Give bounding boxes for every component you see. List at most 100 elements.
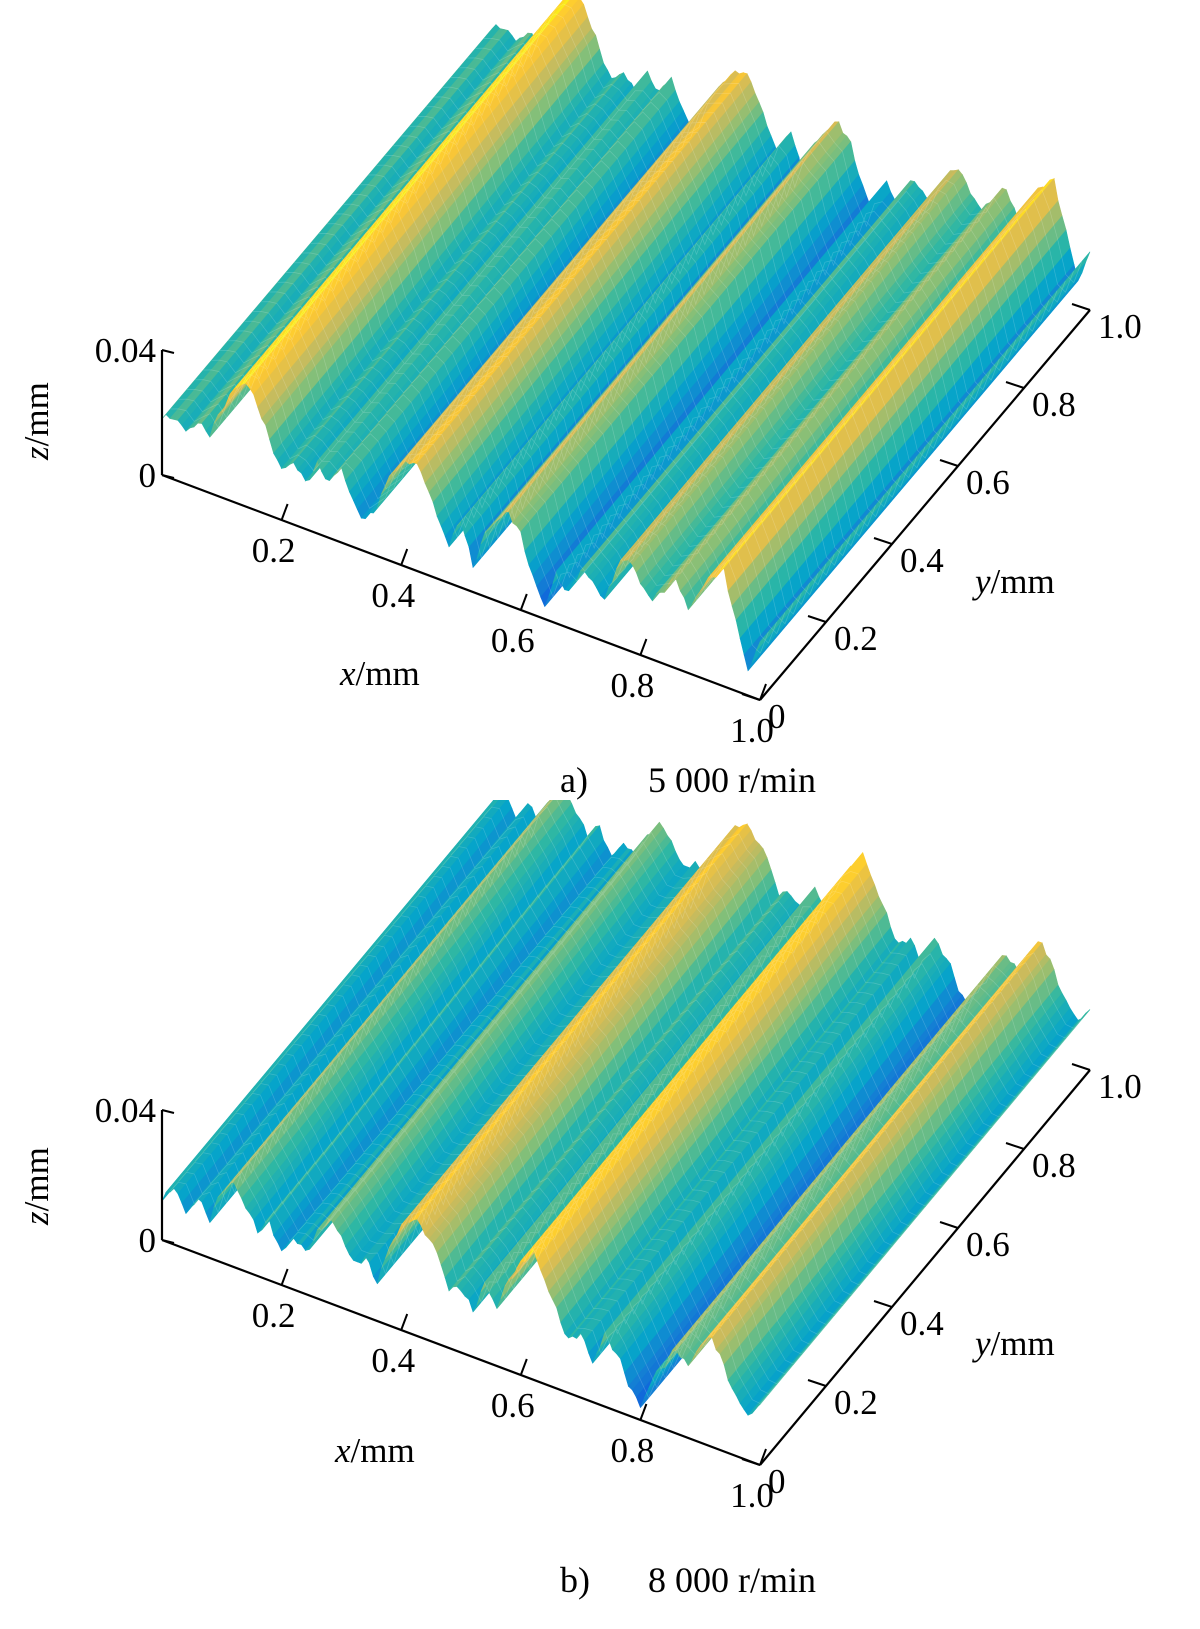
mesh-line	[384, 915, 984, 1148]
mesh-line	[219, 315, 819, 596]
x-tick-label: 0.6	[491, 621, 535, 660]
caption-letter: a)	[560, 760, 588, 800]
x-tick	[639, 638, 648, 656]
surface-mesh-a	[170, 3, 1083, 654]
y-tick-label: 0.4	[900, 1304, 944, 1343]
surface-strip	[755, 1009, 1091, 1409]
mesh-line	[442, 52, 1041, 332]
mesh-line	[260, 1063, 860, 1296]
surface-strip	[237, 0, 568, 388]
mesh-line	[409, 91, 1008, 371]
mesh-line	[483, 800, 1083, 1029]
mesh-line	[236, 296, 835, 576]
y-axis-label: y/mm	[972, 1324, 1055, 1363]
mesh-line	[434, 62, 1033, 342]
mesh-line	[244, 1082, 843, 1316]
mesh-line	[434, 855, 1033, 1089]
mesh-line	[227, 305, 827, 586]
y-tick	[807, 1379, 827, 1387]
mesh-line	[392, 905, 992, 1138]
x-axis-line	[161, 1238, 761, 1467]
mesh-line	[458, 32, 1058, 313]
mesh-line	[170, 374, 769, 654]
mesh-line	[310, 1003, 909, 1237]
mesh-line	[211, 325, 810, 605]
mesh-line	[450, 836, 1050, 1069]
y-tick	[1005, 1142, 1025, 1150]
x-tick	[400, 548, 409, 566]
mesh-line	[326, 188, 926, 469]
y-tick-label: 0.6	[966, 463, 1010, 502]
y-tick-label: 0.8	[1032, 385, 1076, 424]
mesh-line	[417, 81, 1017, 362]
x-tick	[519, 593, 528, 611]
caption-b: b) 8 000 r/min	[560, 1560, 816, 1600]
y-tick	[741, 1458, 761, 1466]
surface-strip	[240, 0, 571, 385]
mesh-line	[450, 42, 1050, 323]
y-tick	[939, 1221, 959, 1229]
y-tick-label: 1.0	[1098, 1067, 1142, 1106]
z-tick	[161, 1109, 175, 1114]
mesh-line	[269, 257, 868, 537]
mesh-line	[203, 1132, 802, 1365]
y-axis-label: y/mm	[972, 562, 1055, 601]
mesh-line	[442, 845, 1041, 1079]
x-tick	[280, 1268, 289, 1286]
surface-plot-b: 0.20.40.60.81.000.20.40.60.81.000.04x/mm…	[17, 800, 1142, 1600]
y-tick-label: 0.4	[900, 541, 944, 580]
mesh-line	[401, 895, 1000, 1128]
z-tick-label: 0.04	[95, 331, 156, 370]
x-tick	[639, 1403, 648, 1421]
x-tick-label: 0.2	[252, 531, 296, 570]
mesh-line	[359, 944, 959, 1177]
axes-a: 0.20.40.60.81.000.20.40.60.81.000.04	[95, 303, 1142, 750]
mesh-line	[293, 227, 893, 508]
mesh-line	[483, 3, 1083, 284]
mesh-line	[376, 924, 975, 1158]
caption-letter: b)	[560, 1560, 590, 1600]
y-axis-line	[759, 1069, 1091, 1466]
surface-plot-a: 0.20.40.60.81.000.20.40.60.81.000.04x/mm…	[17, 0, 1142, 800]
mesh-line	[186, 354, 786, 635]
mesh-line	[401, 101, 1000, 381]
mesh-line	[277, 247, 876, 527]
x-tick-label: 1.0	[730, 711, 774, 750]
y-tick-label: 0.8	[1032, 1146, 1076, 1185]
mesh-line	[326, 984, 926, 1217]
mesh-line	[260, 266, 860, 547]
y-tick	[1071, 303, 1091, 311]
x-axis-label: x/mm	[339, 654, 420, 693]
mesh-line	[186, 1152, 786, 1385]
x-tick	[759, 683, 767, 701]
z-tick	[161, 474, 175, 479]
x-tick	[519, 1358, 528, 1376]
mesh-line	[285, 237, 885, 518]
mesh-line	[343, 964, 942, 1197]
y-tick	[873, 537, 893, 545]
y-tick	[939, 459, 959, 467]
x-tick-label: 0.4	[371, 1341, 415, 1380]
mesh-line	[302, 218, 901, 498]
mesh-line	[343, 169, 942, 449]
mesh-line	[285, 1033, 885, 1266]
y-tick-label: 1.0	[1098, 307, 1142, 346]
x-tick-label: 0.8	[611, 666, 655, 705]
y-axis-line	[759, 309, 1091, 701]
y-tick-label: 0.2	[834, 619, 878, 658]
mesh-line	[376, 130, 975, 410]
mesh-line	[252, 1073, 852, 1306]
mesh-line	[475, 13, 1074, 293]
z-tick	[161, 1239, 175, 1244]
x-tick-label: 0.2	[252, 1296, 296, 1335]
mesh-line	[269, 1053, 868, 1286]
mesh-line	[351, 159, 951, 440]
axes-b: 0.20.40.60.81.000.20.40.60.81.000.04	[95, 1063, 1142, 1515]
z-tick	[161, 349, 175, 354]
mesh-line	[170, 1171, 769, 1405]
y-tick	[873, 1300, 893, 1308]
mesh-line	[302, 1013, 901, 1247]
mesh-line	[359, 149, 959, 430]
caption-speed: 8 000 r/min	[648, 1560, 816, 1600]
surface-strip	[233, 800, 565, 1192]
